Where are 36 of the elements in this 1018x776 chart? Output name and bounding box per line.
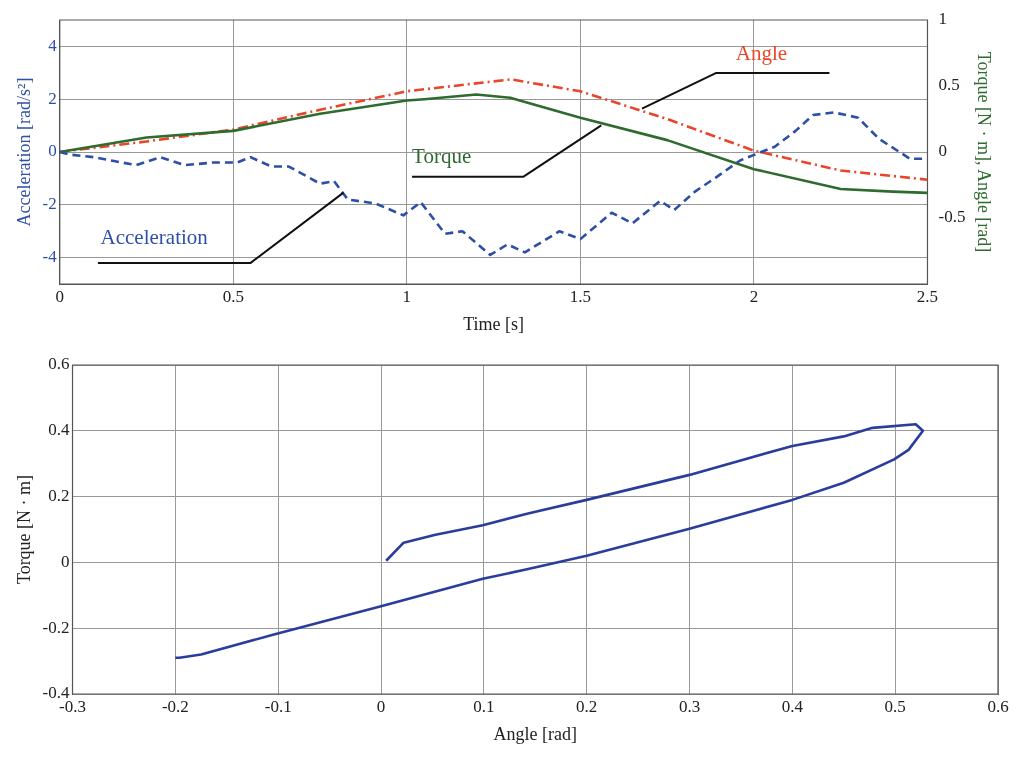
text: Angle [735, 41, 788, 66]
x-tick-label: 2 [749, 286, 759, 306]
y-tick-label: -0.2 [42, 617, 70, 637]
x-axis-title: Time [s] [463, 313, 525, 334]
y-tick-label: 2 [48, 88, 57, 108]
y-tick-label: 4 [48, 35, 58, 55]
x-tick-label: 0.2 [576, 696, 598, 716]
y2-tick-label: 0.5 [938, 75, 960, 95]
text: Acceleration [100, 225, 209, 250]
x-tick-label: -0.2 [161, 696, 189, 716]
y2-tick-label: 0 [938, 141, 947, 161]
y2-tick-label: -0.5 [938, 207, 966, 227]
y-tick-label: -4 [42, 247, 58, 267]
y-tick-label: -2 [42, 194, 57, 214]
text: Torque [412, 143, 472, 168]
y-tick-label: 0 [48, 141, 57, 161]
y-axis-title: Acceleration [rad/s²] [13, 77, 34, 227]
y2-tick-label: 1 [938, 9, 947, 29]
x-tick-label: 0.1 [473, 696, 495, 716]
y-tick-label: 0.2 [48, 486, 70, 506]
x-tick-label: 0.5 [222, 286, 244, 306]
x-axis-title: Angle [rad] [493, 723, 577, 744]
x-tick-label: 2.5 [916, 286, 939, 306]
y-axis-title: Torque [N · m] [13, 474, 34, 585]
x-tick-label: -0.1 [264, 696, 292, 716]
x-tick-label: 1.5 [569, 286, 592, 306]
x-tick-label: 1 [402, 286, 412, 306]
x-tick-label: 0.4 [781, 696, 804, 716]
x-tick-label: 0 [376, 696, 386, 716]
x-tick-label: 0.6 [987, 696, 1009, 716]
y2-axis-title: Torque [N · m], Angle [rad] [974, 51, 995, 253]
y-tick-label: 0 [61, 551, 70, 571]
x-tick-label: 0.3 [678, 696, 701, 716]
y-tick-label: 0.4 [48, 420, 71, 440]
x-tick-label: 0.5 [884, 696, 906, 716]
y-tick-label: 0.6 [48, 354, 70, 374]
